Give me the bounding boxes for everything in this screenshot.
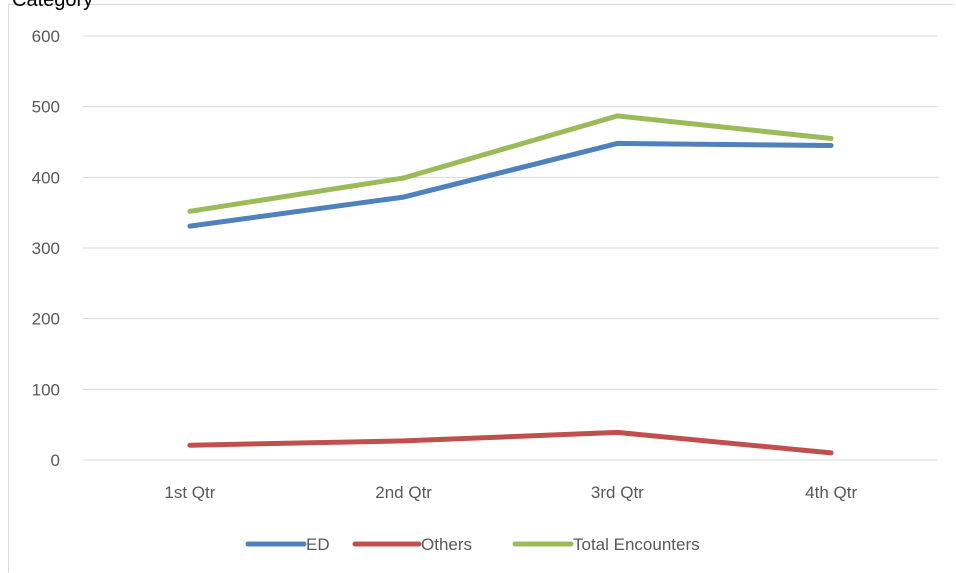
series-lines <box>187 113 834 456</box>
x-tick-label: 3rd Qtr <box>591 483 644 502</box>
x-axis-ticks: 1st Qtr 2nd Qtr 3rd Qtr 4th Qtr <box>164 483 857 502</box>
y-tick-label: 200 <box>32 310 60 329</box>
y-tick-label: 600 <box>32 27 60 46</box>
y-axis-ticks: 0 100 200 300 400 500 600 <box>32 27 60 470</box>
legend: ED Others Total Encounters <box>245 535 700 554</box>
chart-title: Category <box>12 0 94 11</box>
legend-label: ED <box>306 535 330 554</box>
y-tick-label: 100 <box>32 380 60 399</box>
x-tick-label: 1st Qtr <box>164 483 215 502</box>
x-tick-label: 2nd Qtr <box>375 483 432 502</box>
series-ed <box>187 140 834 229</box>
y-tick-label: 400 <box>32 168 60 187</box>
y-tick-label: 500 <box>32 98 60 117</box>
legend-item: ED <box>245 535 330 554</box>
series-line <box>187 113 834 214</box>
series-line <box>187 429 834 456</box>
y-tick-label: 0 <box>51 451 60 470</box>
legend-label: Others <box>421 535 472 554</box>
legend-label: Total Encounters <box>573 535 700 554</box>
y-tick-label: 300 <box>32 239 60 258</box>
gridlines <box>83 35 938 461</box>
chart-frame <box>8 4 954 572</box>
series-others <box>187 429 834 456</box>
x-tick-label: 4th Qtr <box>805 483 857 502</box>
legend-item: Others <box>352 535 472 554</box>
legend-item: Total Encounters <box>512 535 700 554</box>
series-total-encounters <box>187 113 834 214</box>
series-line <box>187 140 834 229</box>
